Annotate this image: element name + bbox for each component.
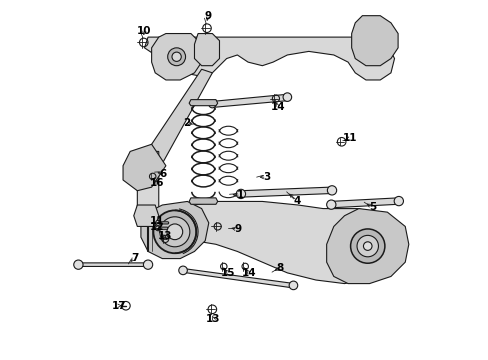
Text: 7: 7 — [130, 253, 138, 263]
Text: 4: 4 — [293, 196, 301, 206]
Text: 2: 2 — [183, 118, 190, 128]
Text: 13: 13 — [206, 314, 220, 324]
Text: 15: 15 — [221, 268, 235, 278]
Circle shape — [166, 224, 183, 240]
Polygon shape — [78, 263, 148, 266]
Circle shape — [326, 200, 335, 209]
Circle shape — [236, 189, 245, 199]
Text: 8: 8 — [276, 262, 283, 273]
Circle shape — [356, 235, 378, 257]
Text: 9: 9 — [204, 12, 211, 21]
Text: 13: 13 — [158, 231, 172, 242]
Circle shape — [179, 266, 187, 275]
Polygon shape — [134, 205, 159, 226]
Circle shape — [363, 242, 371, 250]
Text: 16: 16 — [149, 178, 164, 188]
Circle shape — [208, 101, 216, 108]
Circle shape — [283, 93, 291, 102]
Polygon shape — [351, 16, 397, 66]
Circle shape — [288, 281, 297, 290]
Polygon shape — [189, 198, 217, 204]
Text: 11: 11 — [342, 133, 357, 143]
Circle shape — [143, 260, 152, 269]
Polygon shape — [141, 202, 208, 258]
Polygon shape — [237, 187, 333, 197]
Polygon shape — [189, 100, 217, 106]
Polygon shape — [157, 222, 168, 224]
Text: 14: 14 — [270, 102, 285, 112]
Circle shape — [153, 210, 196, 253]
Text: 12: 12 — [149, 222, 164, 232]
Polygon shape — [151, 33, 201, 80]
Text: 10: 10 — [137, 26, 151, 36]
Circle shape — [155, 220, 160, 225]
Polygon shape — [134, 69, 212, 180]
Polygon shape — [326, 208, 408, 284]
Circle shape — [326, 186, 336, 195]
Polygon shape — [144, 37, 394, 80]
Circle shape — [160, 217, 189, 247]
Circle shape — [167, 48, 185, 66]
Text: 14: 14 — [242, 268, 256, 278]
Polygon shape — [157, 227, 168, 229]
Circle shape — [350, 229, 384, 263]
Polygon shape — [137, 152, 159, 216]
Polygon shape — [182, 269, 294, 288]
Text: 6: 6 — [159, 168, 166, 179]
Text: 9: 9 — [234, 224, 241, 234]
Text: 5: 5 — [368, 202, 375, 212]
Text: 11: 11 — [149, 216, 164, 226]
Polygon shape — [328, 198, 399, 208]
Text: 17: 17 — [111, 301, 126, 311]
Circle shape — [172, 52, 181, 62]
Polygon shape — [159, 202, 397, 284]
Polygon shape — [194, 33, 219, 66]
Polygon shape — [212, 94, 290, 107]
Circle shape — [74, 260, 83, 269]
Circle shape — [393, 197, 403, 206]
Polygon shape — [123, 144, 165, 191]
Text: 3: 3 — [263, 172, 270, 182]
Text: 1: 1 — [237, 190, 244, 201]
Circle shape — [155, 226, 160, 231]
